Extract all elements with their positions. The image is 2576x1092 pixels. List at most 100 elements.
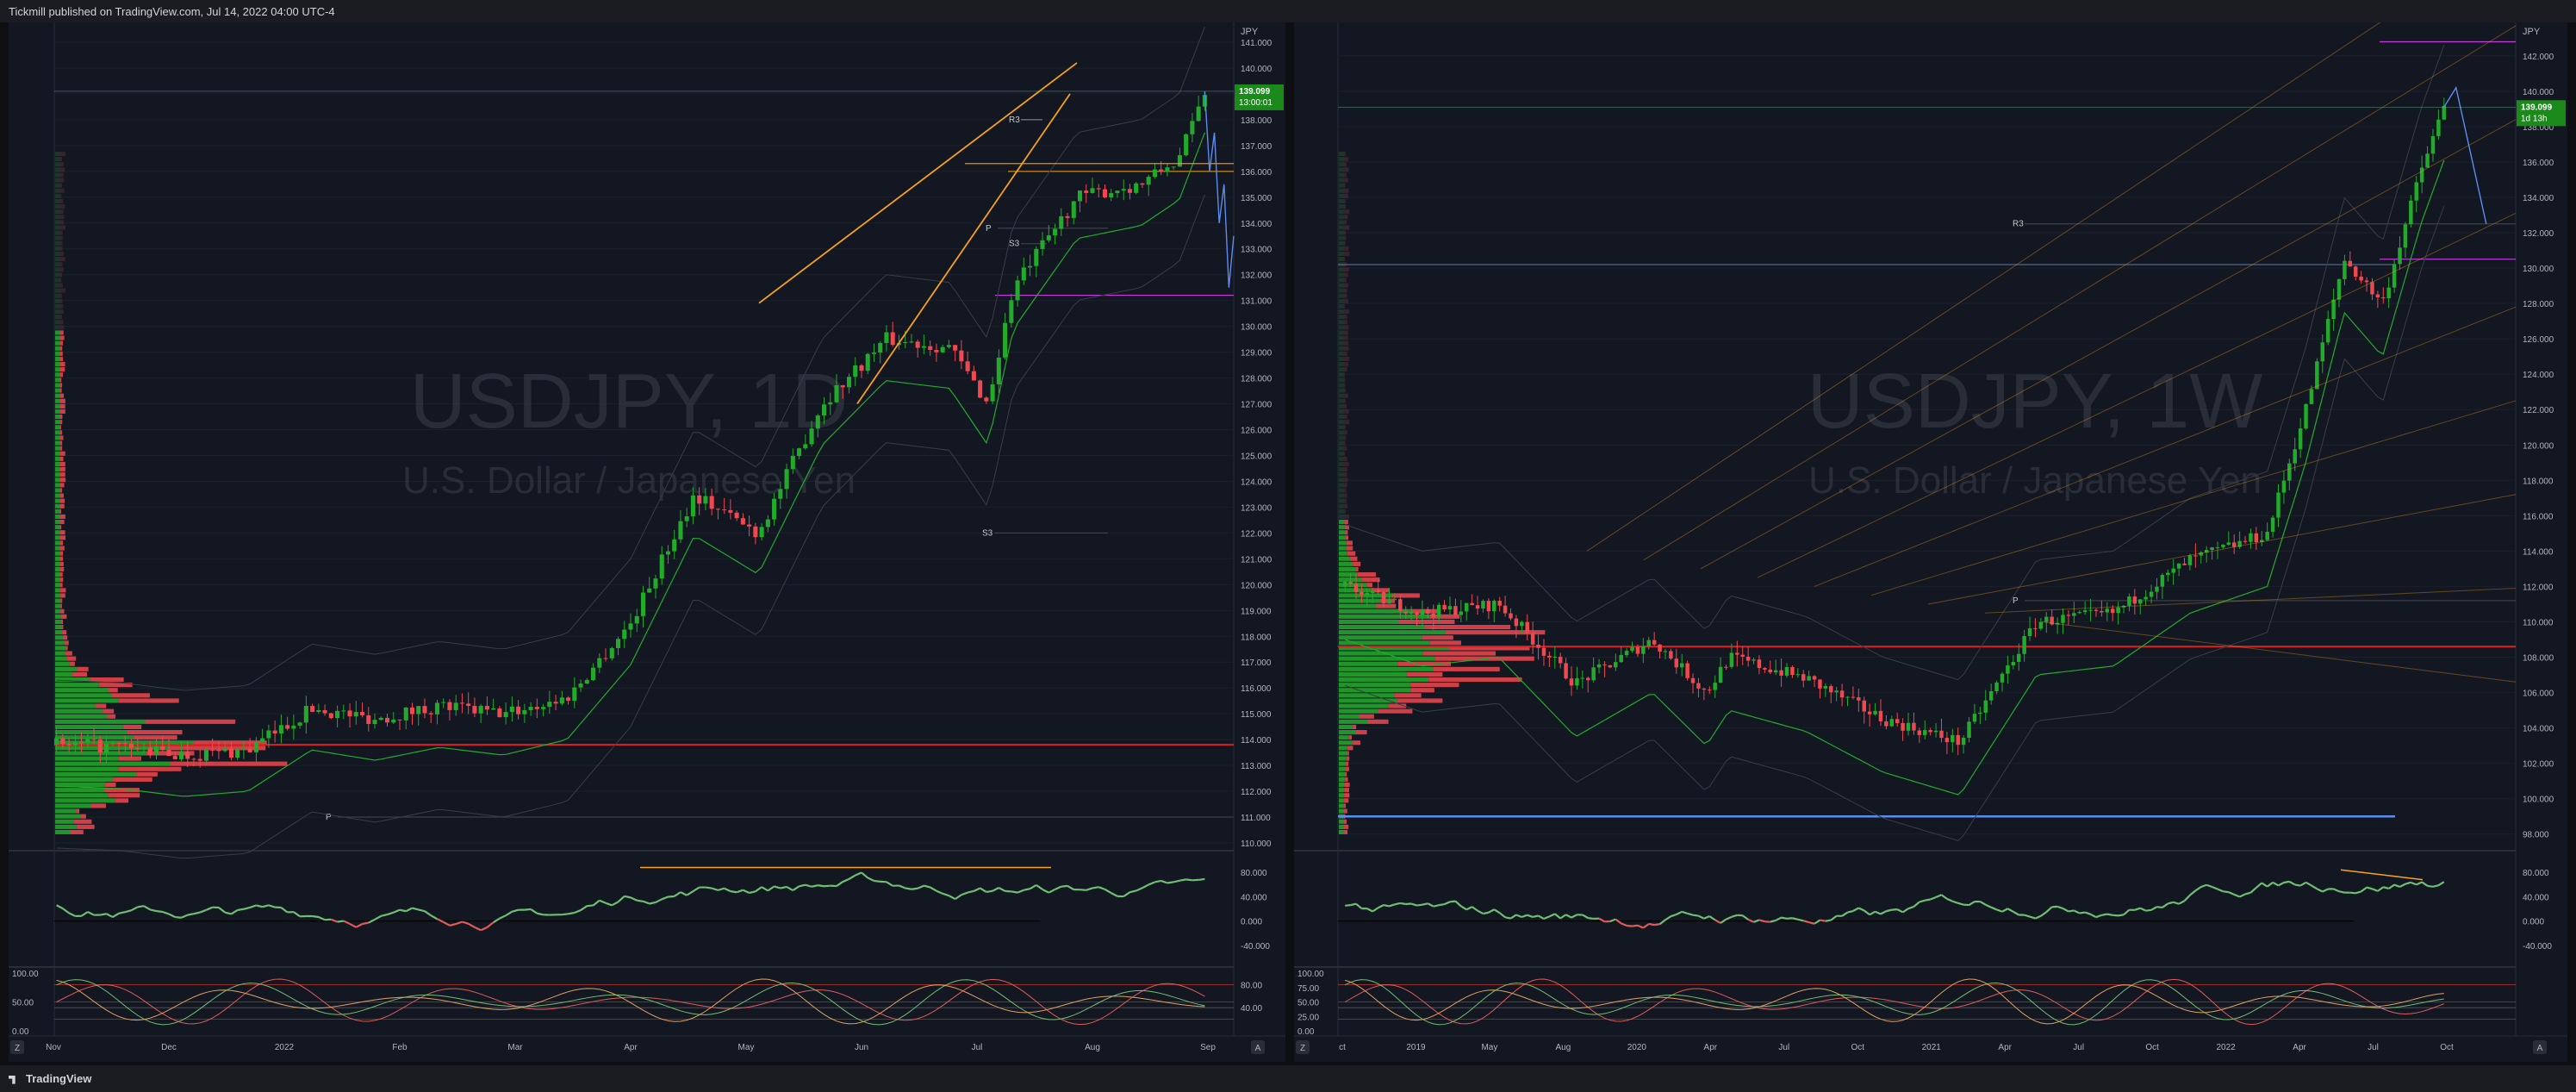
candle-body[interactable] xyxy=(1403,611,1408,614)
candle-body[interactable] xyxy=(1459,611,1464,615)
candle-body[interactable] xyxy=(1646,640,1651,646)
candle-body[interactable] xyxy=(72,742,78,746)
candle-body[interactable] xyxy=(1348,581,1353,584)
candle-body[interactable] xyxy=(1040,240,1045,249)
last-price-badge[interactable] xyxy=(1235,84,1284,110)
candle-body[interactable] xyxy=(1923,730,1927,735)
candle-body[interactable] xyxy=(166,750,171,757)
candle-body[interactable] xyxy=(1912,722,1916,731)
candle-body[interactable] xyxy=(1752,659,1756,661)
candle-body[interactable] xyxy=(1773,670,1778,673)
candle-body[interactable] xyxy=(2359,276,2363,281)
candle-body[interactable] xyxy=(2281,480,2287,493)
candle-body[interactable] xyxy=(572,687,577,702)
candle-body[interactable] xyxy=(2353,266,2358,277)
candle-body[interactable] xyxy=(2110,608,2115,614)
candle-body[interactable] xyxy=(934,349,939,353)
candle-body[interactable] xyxy=(1525,621,1529,633)
candle-body[interactable] xyxy=(1541,647,1546,656)
candle-body[interactable] xyxy=(1509,613,1513,619)
candle-body[interactable] xyxy=(578,683,583,688)
candle-body[interactable] xyxy=(2414,182,2418,201)
candle-body[interactable] xyxy=(1146,177,1151,185)
candle-body[interactable] xyxy=(547,702,552,708)
candle-body[interactable] xyxy=(784,469,789,490)
candle-body[interactable] xyxy=(310,706,315,712)
candle-body[interactable] xyxy=(1951,734,1955,743)
candle-body[interactable] xyxy=(1447,606,1453,610)
candle-body[interactable] xyxy=(1442,604,1447,610)
candle-body[interactable] xyxy=(1851,696,1856,698)
candle-body[interactable] xyxy=(690,495,695,517)
candle-body[interactable] xyxy=(915,341,920,348)
candle-body[interactable] xyxy=(1690,677,1696,683)
candle-body[interactable] xyxy=(909,341,914,343)
candle-body[interactable] xyxy=(2160,575,2165,587)
candle-body[interactable] xyxy=(1763,668,1767,670)
candle-body[interactable] xyxy=(1360,591,1364,596)
candle-body[interactable] xyxy=(603,658,608,659)
trend-line[interactable] xyxy=(1984,587,2517,614)
trend-line[interactable] xyxy=(2041,621,2517,683)
candle-body[interactable] xyxy=(216,749,221,752)
candle-body[interactable] xyxy=(2325,319,2330,343)
candle-body[interactable] xyxy=(622,629,627,640)
candle-body[interactable] xyxy=(859,365,864,371)
candle-body[interactable] xyxy=(1917,730,1922,735)
candle-body[interactable] xyxy=(1867,711,1872,714)
trend-line[interactable] xyxy=(1927,494,2517,605)
candle-body[interactable] xyxy=(1823,686,1828,689)
candle-body[interactable] xyxy=(1171,166,1176,168)
candle-body[interactable] xyxy=(1371,590,1375,593)
candle-body[interactable] xyxy=(2100,610,2104,613)
candle-body[interactable] xyxy=(2016,653,2021,663)
candle-body[interactable] xyxy=(1878,710,1883,721)
candle-body[interactable] xyxy=(1713,683,1717,690)
candle-body[interactable] xyxy=(865,353,870,371)
candle-body[interactable] xyxy=(2331,299,2336,320)
candle-body[interactable] xyxy=(1569,678,1574,686)
candle-body[interactable] xyxy=(1928,730,1932,733)
candle-body[interactable] xyxy=(141,747,146,749)
candle-body[interactable] xyxy=(2044,616,2049,622)
trend-line[interactable] xyxy=(758,62,1078,304)
candle-body[interactable] xyxy=(878,342,883,353)
candle-body[interactable] xyxy=(528,707,533,710)
candle-body[interactable] xyxy=(2055,622,2060,625)
candle-body[interactable] xyxy=(241,748,246,750)
candle-body[interactable] xyxy=(1834,690,1839,693)
candle-body[interactable] xyxy=(2144,596,2148,600)
candle-body[interactable] xyxy=(1481,601,1485,609)
trend-line[interactable] xyxy=(1870,400,2517,596)
candle-body[interactable] xyxy=(1514,618,1519,627)
candle-body[interactable] xyxy=(1436,604,1441,618)
candle-body[interactable] xyxy=(797,448,802,457)
candle-body[interactable] xyxy=(1109,193,1114,198)
candle-body[interactable] xyxy=(634,615,639,624)
candle-body[interactable] xyxy=(1768,669,1773,673)
candle-body[interactable] xyxy=(222,748,227,752)
candle-body[interactable] xyxy=(2403,224,2408,248)
zoom-reset-button[interactable] xyxy=(10,1040,24,1054)
candle-body[interactable] xyxy=(1635,646,1640,654)
candle-body[interactable] xyxy=(1619,655,1623,663)
candle-body[interactable] xyxy=(1906,722,1911,731)
candle-body[interactable] xyxy=(472,705,477,714)
candle-body[interactable] xyxy=(2398,247,2402,265)
candle-body[interactable] xyxy=(1740,654,1745,657)
candle-body[interactable] xyxy=(491,708,496,710)
candle-body[interactable] xyxy=(684,516,689,521)
candle-body[interactable] xyxy=(378,717,383,721)
candle-body[interactable] xyxy=(597,658,602,668)
candle-body[interactable] xyxy=(1342,581,1347,587)
candle-body[interactable] xyxy=(503,712,508,718)
candle-body[interactable] xyxy=(740,518,745,525)
candle-body[interactable] xyxy=(453,702,458,710)
candle-body[interactable] xyxy=(1046,235,1051,240)
candle-body[interactable] xyxy=(2364,280,2369,283)
candle-body[interactable] xyxy=(722,509,727,511)
candle-body[interactable] xyxy=(1779,670,1783,676)
candle-body[interactable] xyxy=(672,539,677,552)
candle-body[interactable] xyxy=(1552,657,1558,658)
candle-body[interactable] xyxy=(1801,674,1806,681)
